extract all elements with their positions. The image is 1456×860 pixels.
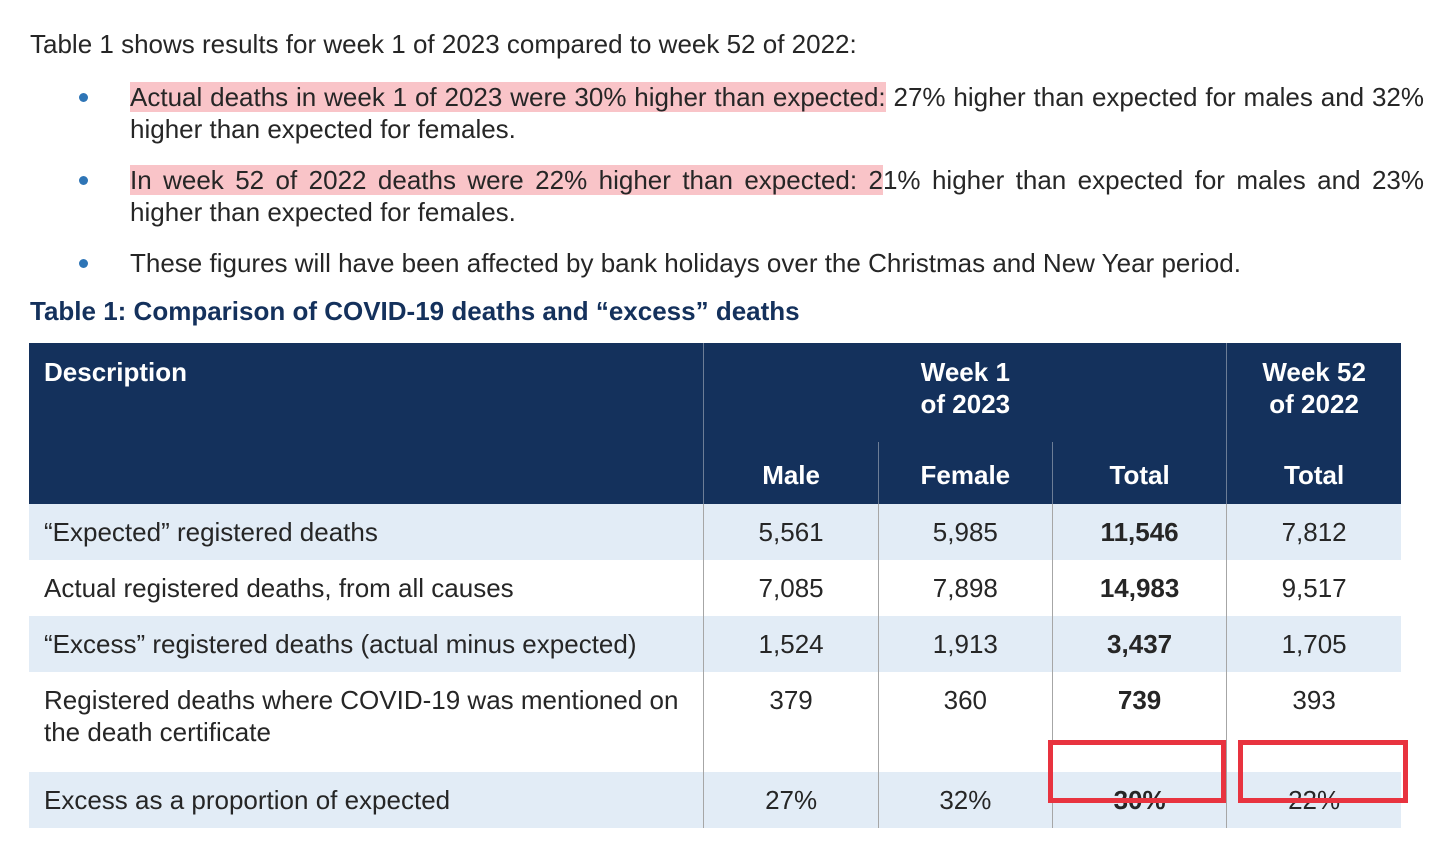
cell-total-2022: 7,812	[1226, 504, 1401, 560]
table-header-row: Description Week 1 of 2023 Week 52 of 20…	[29, 343, 1401, 504]
header-week1-2023: Week 1 of 2023	[703, 343, 1227, 442]
table-subheader-row: Male Female Total Total	[29, 442, 1401, 504]
highlighted-text: Actual deaths in week 1 of 2023 were 30%…	[130, 82, 886, 112]
bullet-text: These figures will have been affected by…	[130, 248, 1241, 278]
bullet-text: 1% higher than expected for males and 23…	[130, 165, 1424, 227]
row-label: “Expected” registered deaths	[29, 504, 704, 560]
cell-female: 7,898	[877, 560, 1053, 616]
cell-male: 5,561	[703, 504, 879, 560]
header-total-2022: Total	[1226, 442, 1401, 504]
bullet-dot-icon	[79, 176, 88, 185]
cell-total-2022: 9,517	[1226, 560, 1401, 616]
bullet-item: These figures will have been affected by…	[79, 247, 1424, 279]
bullet-item: In week 52 of 2022 deaths were 22% highe…	[79, 164, 1424, 228]
header-female: Female	[877, 442, 1053, 504]
comparison-table: Description Week 1 of 2023 Week 52 of 20…	[29, 343, 1401, 828]
bullet-dot-icon	[79, 93, 88, 102]
table-row: Excess as a proportion of expected 27% 3…	[29, 772, 1401, 828]
header-week52-2022: Week 52 of 2022	[1226, 343, 1401, 442]
bullet-item: Actual deaths in week 1 of 2023 were 30%…	[79, 81, 1425, 145]
cell-male: 7,085	[703, 560, 879, 616]
highlighted-text: In week 52 of 2022 deaths were 22% highe…	[130, 165, 883, 195]
header-week1-2023-label: Week 1 of 2023	[920, 357, 1011, 419]
cell-female: 360	[877, 672, 1053, 772]
cell-total-2023: 3,437	[1051, 616, 1227, 672]
table-caption: Table 1: Comparison of COVID-19 deaths a…	[30, 296, 800, 326]
table-row: Registered deaths where COVID-19 was men…	[29, 672, 1401, 772]
cell-total-2022: 393	[1226, 672, 1401, 772]
bullet-text: 27% higher than expected for males and 3…	[130, 82, 1425, 144]
cell-female: 5,985	[877, 504, 1053, 560]
cell-total-2022: 22%	[1226, 772, 1401, 828]
table-row: Actual registered deaths, from all cause…	[29, 560, 1401, 616]
header-description: Description	[29, 343, 704, 504]
cell-male: 27%	[703, 772, 879, 828]
cell-male: 379	[703, 672, 879, 772]
header-male: Male	[703, 442, 879, 504]
intro-text: Table 1 shows results for week 1 of 2023…	[30, 29, 857, 59]
row-label: Registered deaths where COVID-19 was men…	[29, 672, 704, 772]
cell-total-2023: 739	[1051, 672, 1227, 772]
table-row: “Expected” registered deaths 5,561 5,985…	[29, 504, 1401, 560]
cell-female: 1,913	[877, 616, 1053, 672]
row-label: “Excess” registered deaths (actual minus…	[29, 616, 704, 672]
cell-total-2023: 11,546	[1051, 504, 1227, 560]
cell-total-2023: 30%	[1051, 772, 1227, 828]
cell-total-2022: 1,705	[1226, 616, 1401, 672]
row-label: Actual registered deaths, from all cause…	[29, 560, 704, 616]
header-total-2023: Total	[1051, 442, 1227, 504]
cell-female: 32%	[877, 772, 1053, 828]
bullet-dot-icon	[79, 259, 88, 268]
row-label: Excess as a proportion of expected	[29, 772, 704, 828]
cell-total-2023: 14,983	[1051, 560, 1227, 616]
table-row: “Excess” registered deaths (actual minus…	[29, 616, 1401, 672]
header-week52-2022-label: Week 52 of 2022	[1262, 357, 1366, 419]
cell-male: 1,524	[703, 616, 879, 672]
